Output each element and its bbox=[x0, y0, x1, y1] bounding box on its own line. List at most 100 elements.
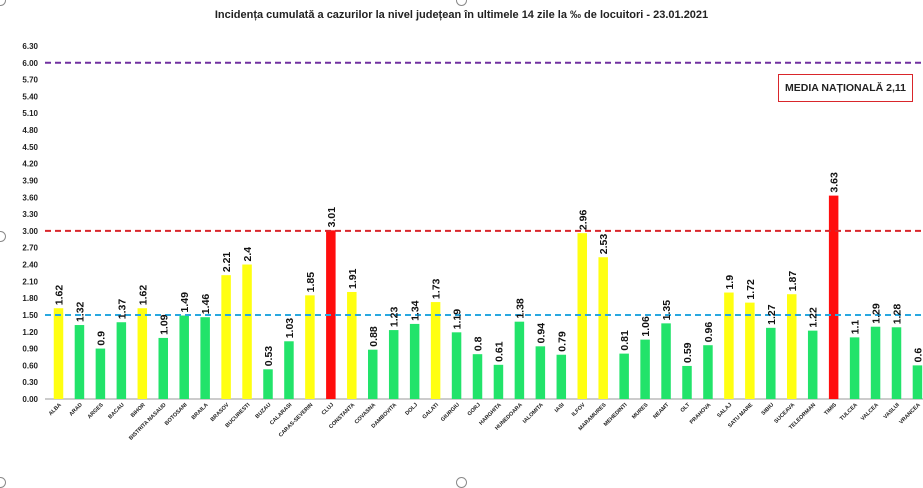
value-label: 1.38 bbox=[514, 298, 526, 319]
value-label: 1.37 bbox=[116, 299, 128, 320]
y-tick-label: 6.30 bbox=[22, 42, 38, 51]
value-label: 1.1 bbox=[850, 320, 862, 335]
category-label: GORJ bbox=[467, 402, 482, 417]
bar bbox=[640, 339, 650, 399]
category-label: TULCEA bbox=[839, 402, 859, 422]
value-label: 0.79 bbox=[556, 331, 568, 352]
bar bbox=[53, 308, 64, 399]
category-label: MURES bbox=[631, 402, 650, 421]
bar bbox=[472, 354, 483, 399]
national-average-box: MEDIA NAȚIONALĂ 2,11 bbox=[778, 74, 913, 102]
y-tick-label: 2.10 bbox=[22, 277, 38, 286]
value-label: 1.73 bbox=[431, 278, 443, 299]
bar bbox=[95, 348, 106, 399]
value-label: 1.29 bbox=[871, 303, 883, 324]
bar bbox=[305, 295, 315, 399]
bar bbox=[891, 327, 902, 399]
value-label: 1.72 bbox=[745, 279, 757, 300]
bar bbox=[200, 317, 210, 399]
bar bbox=[724, 292, 734, 399]
bar bbox=[787, 294, 797, 399]
category-label: PRAHOVA bbox=[689, 402, 712, 425]
bar bbox=[409, 323, 420, 399]
category-label: BISTRITA NASAUD bbox=[128, 402, 167, 441]
value-label: 1.62 bbox=[137, 285, 149, 306]
bar bbox=[368, 349, 378, 399]
value-label: 3.63 bbox=[829, 172, 841, 193]
category-label: ALBA bbox=[48, 402, 63, 417]
category-label: SIBIU bbox=[761, 402, 776, 417]
bar bbox=[514, 321, 525, 399]
y-tick-label: 6.00 bbox=[22, 59, 38, 68]
category-label: VRANCEA bbox=[898, 402, 921, 425]
y-tick-label: 5.40 bbox=[22, 92, 38, 101]
y-tick-label: 5.70 bbox=[22, 76, 38, 85]
category-label: VASLUI bbox=[883, 402, 902, 421]
value-label: 0.6 bbox=[912, 348, 923, 363]
value-label: 1.62 bbox=[54, 285, 66, 306]
y-tick-label: 3.30 bbox=[22, 210, 38, 219]
y-tick-label: 3.60 bbox=[22, 193, 38, 202]
value-label: 1.28 bbox=[892, 304, 904, 325]
category-label: NEAMT bbox=[652, 402, 671, 421]
value-label: 2.53 bbox=[598, 234, 610, 255]
bar bbox=[221, 275, 231, 399]
category-label: DOLJ bbox=[404, 402, 419, 417]
bar bbox=[493, 364, 504, 399]
bar bbox=[158, 337, 168, 399]
bar bbox=[388, 330, 399, 399]
bar bbox=[828, 195, 839, 399]
bar bbox=[116, 322, 127, 399]
category-label: IALOMITA bbox=[522, 402, 545, 425]
y-tick-label: 3.00 bbox=[22, 227, 38, 236]
category-label: ARGES bbox=[87, 402, 105, 420]
bar bbox=[137, 308, 148, 399]
category-label: CLUJ bbox=[321, 402, 335, 416]
y-tick-label: 4.80 bbox=[22, 126, 38, 135]
category-label: TIMIS bbox=[823, 402, 838, 417]
bar bbox=[263, 369, 273, 399]
category-label: IASI bbox=[554, 402, 566, 414]
y-tick-label: 4.20 bbox=[22, 160, 38, 169]
value-label: 1.34 bbox=[410, 300, 422, 321]
bar bbox=[745, 302, 755, 399]
bar bbox=[912, 365, 923, 399]
category-label: BRAILA bbox=[191, 402, 210, 421]
value-label: 0.53 bbox=[263, 346, 275, 367]
bar bbox=[556, 354, 567, 399]
y-tick-label: 0.60 bbox=[22, 361, 38, 370]
bar bbox=[766, 327, 776, 399]
bar bbox=[179, 315, 189, 399]
bar bbox=[619, 353, 629, 399]
value-label: 1.03 bbox=[284, 318, 296, 339]
value-label: 0.61 bbox=[493, 341, 505, 362]
bar bbox=[682, 365, 692, 399]
category-label: BOTOSANI bbox=[164, 402, 189, 427]
bar bbox=[703, 345, 713, 399]
value-label: 1.49 bbox=[179, 292, 191, 313]
value-label: 1.9 bbox=[724, 275, 736, 290]
value-label: 1.06 bbox=[640, 316, 652, 337]
y-tick-label: 3.90 bbox=[22, 176, 38, 185]
category-label: GALATI bbox=[422, 402, 441, 421]
value-label: 0.59 bbox=[682, 342, 694, 363]
value-label: 1.22 bbox=[808, 307, 820, 328]
value-label: 0.88 bbox=[368, 326, 380, 347]
bar bbox=[284, 341, 294, 399]
y-tick-label: 0.30 bbox=[22, 378, 38, 387]
category-label: ARAD bbox=[68, 402, 83, 417]
value-label: 0.81 bbox=[619, 330, 631, 351]
bar bbox=[242, 264, 252, 399]
value-label: 1.19 bbox=[452, 309, 464, 330]
y-tick-label: 2.70 bbox=[22, 244, 38, 253]
national-average-label: MEDIA NAȚIONALĂ 2,11 bbox=[785, 82, 906, 94]
category-label: VALCEA bbox=[860, 402, 880, 422]
value-label: 1.46 bbox=[200, 294, 212, 315]
category-label: OLT bbox=[680, 402, 692, 414]
chart-title: Incidența cumulată a cazurilor la nivel … bbox=[214, 9, 709, 21]
y-tick-label: 1.50 bbox=[22, 311, 38, 320]
value-label: 0.9 bbox=[95, 331, 107, 346]
category-label: BRASOV bbox=[210, 402, 231, 423]
